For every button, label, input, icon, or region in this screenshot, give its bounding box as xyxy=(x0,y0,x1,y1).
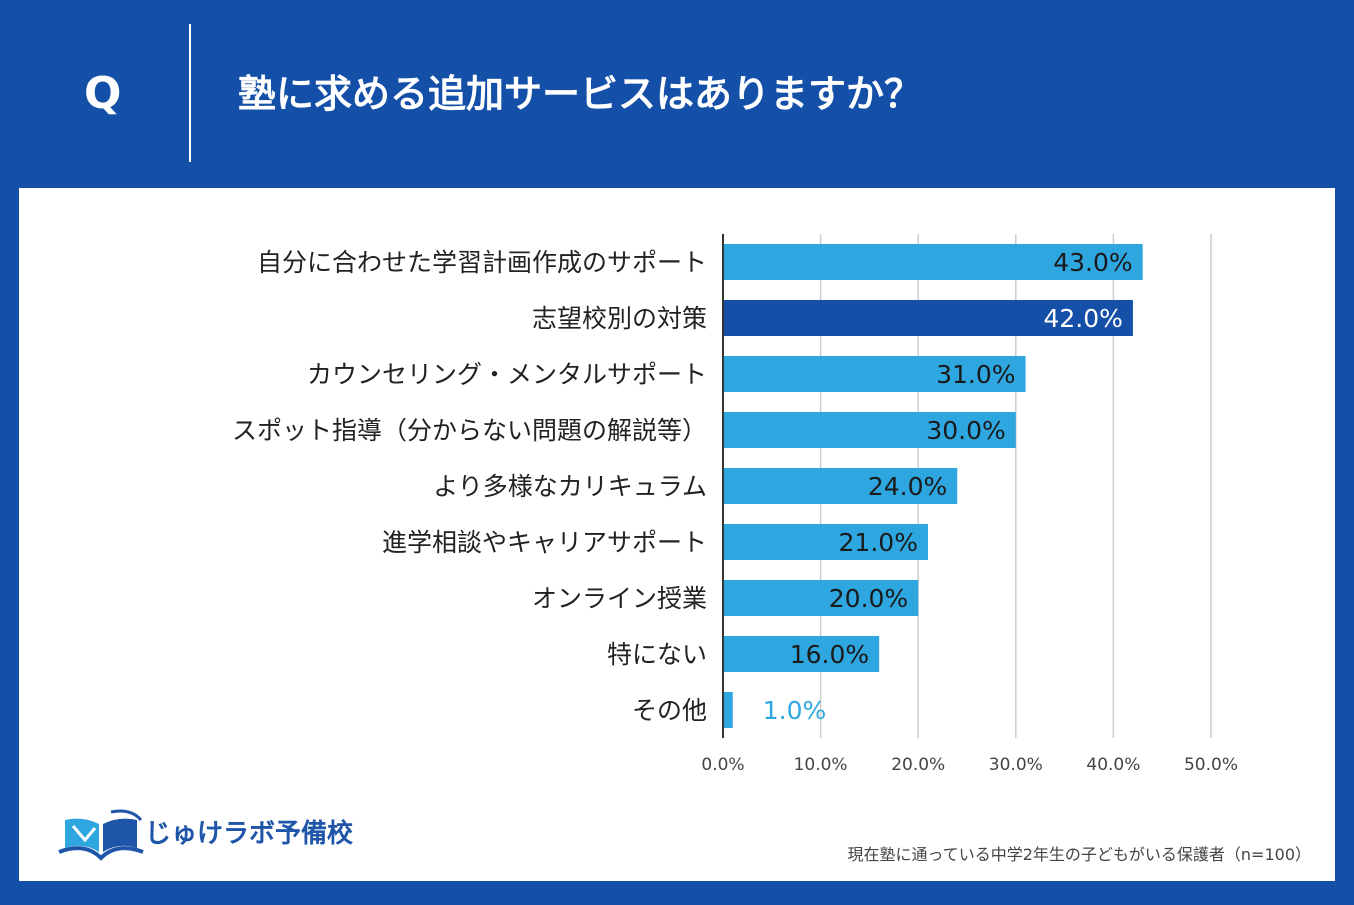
data-label: 20.0% xyxy=(829,584,908,613)
data-label: 31.0% xyxy=(936,360,1015,389)
category-label: 志望校別の対策 xyxy=(532,304,707,333)
header: Q 塾に求める追加サービスはありますか？ xyxy=(0,0,1354,188)
category-label: 特にない xyxy=(607,640,707,669)
logo-text: じゅけラボ予備校 xyxy=(145,819,354,849)
x-tick-label: 0.0% xyxy=(701,755,744,775)
header-divider xyxy=(189,24,191,162)
data-label: 21.0% xyxy=(839,528,918,557)
bar xyxy=(723,636,880,672)
bar xyxy=(723,580,919,616)
data-label: 24.0% xyxy=(868,472,947,501)
category-label: 自分に合わせた学習計画作成のサポート xyxy=(257,248,707,277)
chart-panel: 0.0% 10.0% 20.0% 30.0% 40.0% 50.0% 自分に合わせた学習計画… xyxy=(19,188,1335,881)
bar xyxy=(723,468,958,504)
category-label: より多様なカリキュラム xyxy=(433,472,707,501)
data-label: 30.0% xyxy=(926,416,1005,445)
data-label: 16.0% xyxy=(790,640,869,669)
category-label: 進学相談やキャリアサポート xyxy=(382,528,707,557)
x-tick-label: 30.0% xyxy=(989,755,1043,775)
category-label: スポット指導（分からない問題の解説等） xyxy=(232,416,707,445)
bar xyxy=(723,244,1143,280)
category-label: カウンセリング・メンタルサポート xyxy=(307,360,707,389)
data-label: 42.0% xyxy=(1043,304,1122,333)
category-label: オンライン授業 xyxy=(532,584,707,613)
footnote: 現在塾に通っている中学2年生の子どもがいる保護者（n=100） xyxy=(847,845,1311,864)
x-tick-label: 40.0% xyxy=(1086,755,1140,775)
bar xyxy=(723,356,1026,392)
bar xyxy=(723,300,1133,336)
logo: じゅけラボ予備校 xyxy=(55,806,375,866)
bar xyxy=(723,524,928,560)
category-label: その他 xyxy=(632,696,707,725)
bar-chart: 0.0% 10.0% 20.0% 30.0% 40.0% 50.0% 自分に合わせた学習計画… xyxy=(232,234,1238,775)
x-tick-label: 20.0% xyxy=(891,755,945,775)
open-book-logo-icon xyxy=(58,809,144,861)
question-title: 塾に求める追加サービスはありますか？ xyxy=(238,72,923,116)
x-tick-label: 10.0% xyxy=(794,755,848,775)
bar xyxy=(723,692,733,728)
bar xyxy=(723,412,1016,448)
data-label: 43.0% xyxy=(1053,248,1132,277)
question-mark-label: Q xyxy=(84,68,122,119)
data-label: 1.0% xyxy=(763,696,827,725)
x-tick-label: 50.0% xyxy=(1184,755,1238,775)
